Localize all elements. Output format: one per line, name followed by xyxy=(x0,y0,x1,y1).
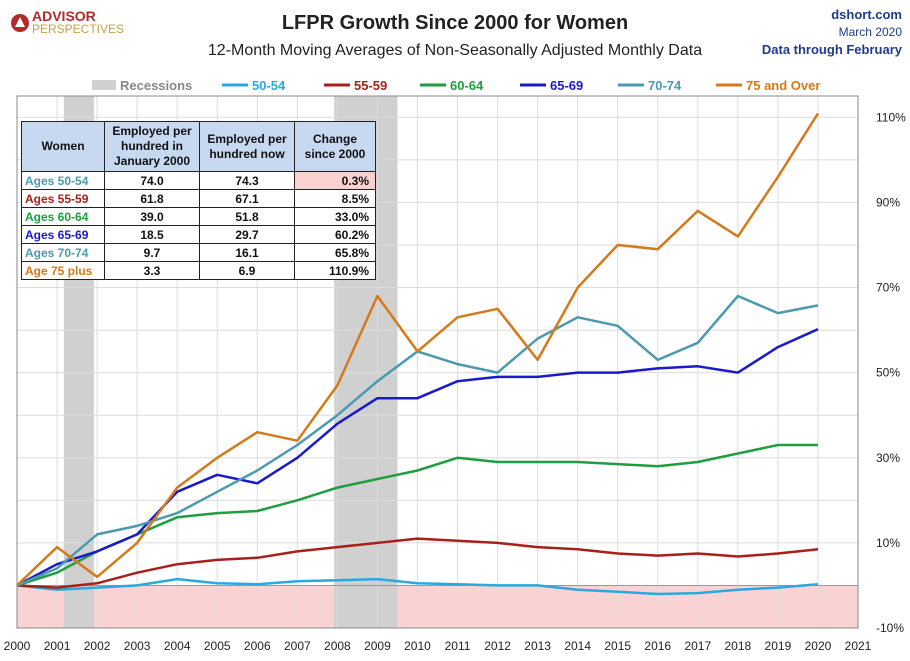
cell-jan2000: 74.0 xyxy=(104,171,200,190)
x-tick-label: 2012 xyxy=(484,639,511,653)
brand-logo-line2: PERSPECTIVES xyxy=(32,22,124,36)
series-line-50-54 xyxy=(16,577,819,596)
x-tick-label: 2003 xyxy=(124,639,151,653)
legend-label: 60-64 xyxy=(450,78,484,93)
plot-frame xyxy=(16,95,859,629)
y-tick-label: 110% xyxy=(876,110,906,124)
x-tick-label: 2008 xyxy=(324,639,351,653)
legend: Recessions 50-54 55-59 60-64 65-69 70-74 75 a… xyxy=(92,78,820,93)
x-tick-label: 2002 xyxy=(84,639,111,653)
cell-now: 16.1 xyxy=(199,243,295,262)
y-tick-label: 70% xyxy=(876,281,900,295)
cell-jan2000: 18.5 xyxy=(104,225,200,244)
x-tick-label: 2017 xyxy=(684,639,711,653)
cell-now: 74.3 xyxy=(199,171,295,190)
cell-jan2000: 61.8 xyxy=(104,189,200,208)
x-tick-label: 2005 xyxy=(204,639,231,653)
cell-now: 51.8 xyxy=(199,207,295,226)
chart-subtitle: 12-Month Moving Averages of Non-Seasonal… xyxy=(208,42,702,59)
table-row: Ages 55-59 61.8 67.1 8.5% xyxy=(21,189,376,208)
brand-logo-icon xyxy=(11,14,29,32)
row-label: Age 75 plus xyxy=(21,261,105,280)
row-label: Ages 55-59 xyxy=(21,189,105,208)
cell-jan2000: 39.0 xyxy=(104,207,200,226)
cell-change: 60.2% xyxy=(294,225,376,244)
cell-change: 110.9% xyxy=(294,261,376,280)
x-tick-label: 2000 xyxy=(4,639,31,653)
summary-table: Women Employed per hundred in January 20… xyxy=(21,121,376,280)
x-tick-label: 2015 xyxy=(604,639,631,653)
table-row: Ages 65-69 18.5 29.7 60.2% xyxy=(21,225,376,244)
series-line-55-59 xyxy=(16,537,819,589)
cell-now: 29.7 xyxy=(199,225,295,244)
x-tick-label: 2010 xyxy=(404,639,431,653)
cell-now: 6.9 xyxy=(199,261,295,280)
legend-label: 75 and Over xyxy=(746,78,820,93)
legend-label: 65-69 xyxy=(550,78,583,93)
cell-now: 67.1 xyxy=(199,189,295,208)
row-label: Ages 50-54 xyxy=(21,171,105,190)
x-tick-label: 2018 xyxy=(725,639,752,653)
row-label: Ages 65-69 xyxy=(21,225,105,244)
x-tick-label: 2016 xyxy=(644,639,671,653)
x-tick-label: 2014 xyxy=(564,639,591,653)
table-header: Change since 2000 xyxy=(294,121,376,172)
legend-label: 70-74 xyxy=(648,78,682,93)
series-line-60-64 xyxy=(16,443,818,587)
x-tick-label: 2001 xyxy=(44,639,71,653)
legend-label: 55-59 xyxy=(354,78,387,93)
cell-change: 0.3% xyxy=(294,171,376,190)
table-header: Women xyxy=(21,121,105,172)
x-tick-label: 2004 xyxy=(164,639,191,653)
date-label: March 2020 xyxy=(839,25,903,39)
table-row: Ages 60-64 39.0 51.8 33.0% xyxy=(21,207,376,226)
x-tick-label: 2011 xyxy=(445,639,471,653)
table-row: Ages 70-74 9.7 16.1 65.8% xyxy=(21,243,376,262)
legend-label-recessions: Recessions xyxy=(120,78,192,93)
data-through-label: Data through February xyxy=(762,42,903,57)
series-line-75-and-over xyxy=(16,112,820,587)
x-tick-label: 2021 xyxy=(845,639,872,653)
x-tick-label: 2007 xyxy=(284,639,311,653)
cell-jan2000: 9.7 xyxy=(104,243,200,262)
cell-change: 65.8% xyxy=(294,243,376,262)
table-row: Age 75 plus 3.3 6.9 110.9% xyxy=(21,261,376,280)
x-tick-label: 2006 xyxy=(244,639,271,653)
brand-logo-line1: ADVISOR xyxy=(32,8,96,24)
legend-label: 50-54 xyxy=(252,78,286,93)
legend-swatch-recessions xyxy=(92,80,116,90)
y-tick-label: 30% xyxy=(876,451,900,465)
y-tick-label: 50% xyxy=(876,366,900,380)
table-header: Employed per hundred now xyxy=(199,121,295,172)
cell-jan2000: 3.3 xyxy=(104,261,200,280)
y-tick-label: 90% xyxy=(876,195,900,209)
x-tick-label: 2019 xyxy=(765,639,792,653)
row-label: Ages 70-74 xyxy=(21,243,105,262)
source-label: dshort.com xyxy=(831,7,902,22)
y-tick-label: -10% xyxy=(876,621,904,635)
table-header: Employed per hundred in January 2000 xyxy=(104,121,200,172)
row-label: Ages 60-64 xyxy=(21,207,105,226)
table-row: Ages 50-54 74.0 74.3 0.3% xyxy=(21,171,376,190)
chart-title: LFPR Growth Since 2000 for Women xyxy=(282,12,628,34)
y-tick-label: 10% xyxy=(876,536,900,550)
table-header-row: Women Employed per hundred in January 20… xyxy=(21,121,376,172)
x-tick-label: 2009 xyxy=(364,639,391,653)
cell-change: 33.0% xyxy=(294,207,376,226)
x-tick-label: 2020 xyxy=(805,639,832,653)
series-line-65-69 xyxy=(16,328,819,587)
negative-region xyxy=(17,585,858,628)
x-tick-label: 2013 xyxy=(524,639,551,653)
cell-change: 8.5% xyxy=(294,189,376,208)
